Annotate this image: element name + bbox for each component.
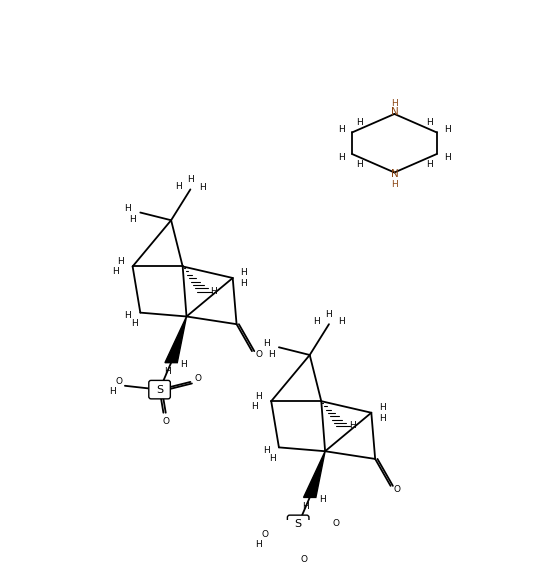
Text: H: H	[426, 118, 432, 127]
Text: H: H	[444, 152, 451, 162]
Text: N: N	[390, 107, 398, 117]
Text: O: O	[300, 555, 307, 564]
Text: H: H	[313, 317, 320, 326]
Text: H: H	[175, 182, 182, 191]
Text: H: H	[129, 215, 136, 224]
Text: H: H	[251, 402, 258, 411]
Text: H: H	[338, 125, 345, 134]
Text: H: H	[256, 392, 262, 401]
Text: O: O	[162, 417, 169, 426]
Text: H: H	[270, 454, 276, 463]
Text: S: S	[295, 519, 302, 529]
Text: H: H	[210, 287, 217, 296]
Text: H: H	[263, 446, 270, 455]
Text: H: H	[319, 495, 325, 504]
Text: H: H	[125, 204, 131, 213]
Text: O: O	[256, 350, 262, 360]
Text: H: H	[240, 268, 247, 277]
Text: H: H	[113, 267, 119, 276]
Text: N: N	[390, 169, 398, 179]
Polygon shape	[304, 451, 325, 498]
Text: H: H	[391, 179, 398, 189]
Text: H: H	[302, 502, 309, 511]
Text: H: H	[338, 152, 345, 162]
Text: H: H	[256, 540, 262, 549]
Text: H: H	[268, 350, 275, 359]
Text: S: S	[156, 385, 163, 395]
Text: H: H	[187, 175, 194, 184]
FancyBboxPatch shape	[287, 515, 309, 534]
Text: H: H	[240, 279, 247, 288]
Text: H: H	[356, 159, 363, 169]
Text: O: O	[394, 485, 401, 494]
Text: H: H	[109, 387, 116, 397]
Text: H: H	[125, 311, 131, 320]
Text: H: H	[349, 421, 355, 430]
Text: H: H	[199, 183, 206, 192]
Text: H: H	[263, 339, 270, 348]
Text: H: H	[326, 310, 333, 319]
Text: H: H	[338, 317, 345, 326]
Text: H: H	[379, 413, 385, 423]
Text: H: H	[379, 403, 385, 412]
Text: O: O	[333, 519, 339, 528]
Text: H: H	[426, 159, 432, 169]
Text: H: H	[164, 367, 170, 377]
FancyBboxPatch shape	[149, 380, 170, 399]
Text: H: H	[117, 258, 124, 266]
Polygon shape	[165, 317, 187, 363]
Text: H: H	[391, 99, 398, 107]
Text: H: H	[444, 125, 451, 134]
Text: O: O	[262, 530, 268, 539]
Text: H: H	[356, 118, 363, 127]
Text: O: O	[194, 374, 202, 383]
Text: O: O	[115, 377, 122, 387]
Text: H: H	[180, 360, 187, 370]
Text: H: H	[131, 319, 138, 328]
